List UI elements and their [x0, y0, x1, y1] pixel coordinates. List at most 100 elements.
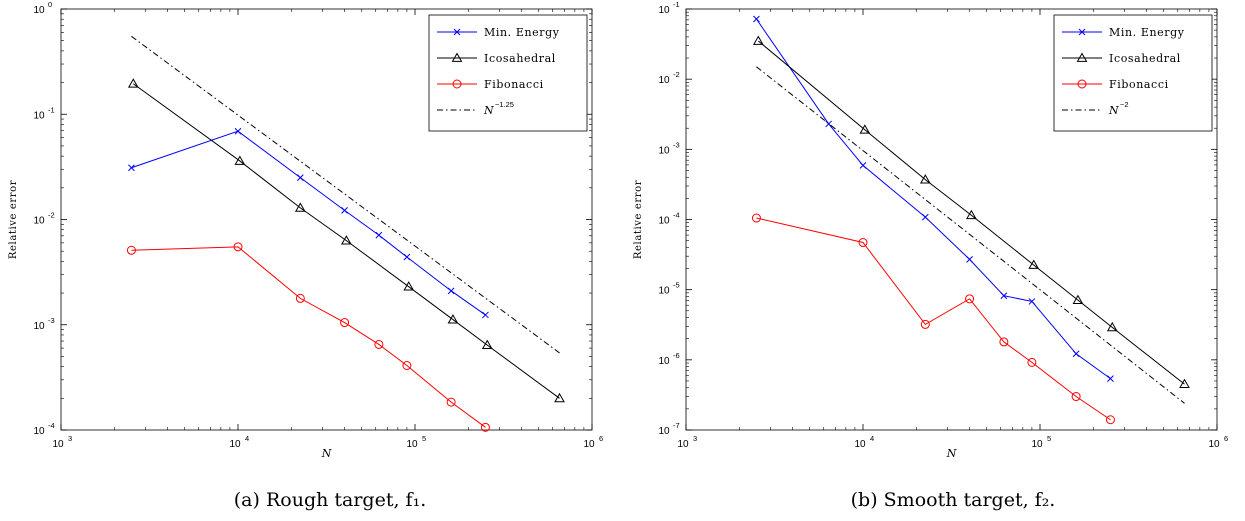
- marker-x: [482, 311, 489, 319]
- series-line: [757, 40, 1185, 385]
- y-tick-exponent: -4: [673, 211, 680, 220]
- marker-circle: [1027, 357, 1037, 367]
- marker-circle: [340, 318, 350, 328]
- y-tick-exponent: -3: [48, 316, 55, 325]
- y-tick-label: 10: [658, 216, 670, 227]
- legend: Min. Energy Icosahedral Fibonacci N −2: [1053, 14, 1213, 132]
- series-1: [753, 15, 1114, 382]
- x-tick-label: 10: [406, 439, 418, 450]
- marker-x: [341, 207, 348, 214]
- marker-triangle: [451, 52, 463, 62]
- marker-circle: [965, 294, 975, 304]
- marker-circle: [920, 319, 930, 329]
- y-tick-label: 10: [33, 321, 45, 332]
- x-tick-label: 10: [854, 439, 866, 450]
- marker-circle: [1071, 392, 1081, 402]
- y-tick-label: 10: [658, 286, 670, 297]
- y-tick-label: 10: [658, 75, 670, 86]
- legend: Min. Energy Icosahedral Fibonacci N −1.25: [428, 14, 588, 132]
- y-tick-exponent: -5: [673, 281, 680, 290]
- series-line: [131, 130, 486, 316]
- y-axis-label: Relative error: [8, 180, 19, 259]
- series-line: [131, 246, 486, 428]
- marker-circle: [452, 79, 462, 89]
- marker-triangle: [859, 124, 871, 134]
- x-tick-exponent: 6: [1224, 434, 1228, 443]
- series-4: [756, 66, 1185, 404]
- legend-label: N: [483, 104, 494, 117]
- marker-x: [453, 28, 461, 36]
- marker-circle: [858, 238, 868, 248]
- marker-x: [234, 127, 242, 135]
- y-tick-label: 10: [658, 356, 670, 367]
- marker-circle: [374, 339, 384, 349]
- y-tick-exponent: -1: [673, 0, 680, 9]
- legend-label: N: [1108, 104, 1119, 117]
- series-line: [131, 35, 560, 354]
- legend-label: Min. Energy: [1109, 26, 1185, 39]
- chart-panel-2: 10310410510610-710-610-510-410-310-210-1…: [633, 0, 1228, 511]
- legend-label: Icosahedral: [1109, 52, 1181, 65]
- x-tick-label: 10: [52, 439, 64, 450]
- marker-circle: [402, 361, 412, 371]
- legend-label: Min. Energy: [484, 26, 560, 39]
- marker-triangle: [447, 314, 459, 324]
- x-tick-exponent: 5: [422, 434, 426, 443]
- marker-circle: [480, 422, 490, 432]
- y-tick-label: 10: [33, 216, 45, 227]
- marker-x: [296, 174, 304, 181]
- series-line: [756, 66, 1185, 404]
- series-4: [131, 35, 560, 354]
- marker-triangle: [341, 235, 352, 245]
- figure-caption: (a) Rough target, f₁.: [234, 489, 426, 511]
- marker-circle: [751, 213, 761, 223]
- legend-label-exponent: −2: [1120, 100, 1129, 109]
- marker-triangle: [1106, 321, 1118, 332]
- x-tick-label: 10: [1208, 439, 1220, 450]
- marker-circle: [233, 242, 243, 252]
- y-tick-label: 10: [658, 5, 670, 16]
- marker-circle: [295, 293, 305, 303]
- series-3: [751, 213, 1115, 425]
- series-2: [127, 78, 565, 403]
- marker-x: [1072, 350, 1080, 358]
- y-tick-label: 10: [33, 426, 45, 437]
- marker-x: [403, 253, 411, 261]
- legend-label: Fibonacci: [1109, 78, 1169, 91]
- y-tick-label: 10: [658, 426, 670, 437]
- marker-triangle: [234, 155, 246, 165]
- y-tick-label: 10: [33, 110, 45, 121]
- marker-circle: [1077, 79, 1087, 89]
- figure-caption: (b) Smooth target, f₂.: [851, 489, 1056, 511]
- marker-x: [447, 287, 455, 295]
- marker-triangle: [919, 174, 931, 184]
- x-tick-exponent: 3: [68, 434, 72, 443]
- marker-circle: [446, 397, 456, 407]
- series-1: [128, 127, 489, 319]
- x-tick-exponent: 6: [599, 434, 603, 443]
- series-line: [133, 83, 560, 399]
- y-tick-label: 10: [33, 5, 45, 16]
- legend-label-exponent: −1.25: [495, 100, 514, 109]
- x-tick-label: 10: [1031, 439, 1043, 450]
- x-tick-label: 10: [229, 439, 241, 450]
- marker-x: [753, 15, 760, 23]
- marker-circle: [126, 245, 136, 255]
- y-tick-exponent: 0: [48, 0, 52, 9]
- marker-triangle: [966, 209, 977, 220]
- x-tick-label: 10: [583, 439, 595, 450]
- legend-label: Icosahedral: [484, 52, 556, 65]
- marker-x: [966, 256, 973, 263]
- y-tick-exponent: -2: [48, 211, 55, 220]
- y-tick-exponent: -4: [48, 421, 55, 430]
- y-tick-exponent: -3: [673, 140, 680, 149]
- marker-x: [921, 213, 929, 221]
- marker-triangle: [1076, 52, 1088, 62]
- y-tick-exponent: -6: [673, 351, 680, 360]
- marker-triangle: [554, 392, 565, 403]
- x-tick-label: 10: [677, 439, 689, 450]
- marker-x: [1078, 28, 1086, 36]
- x-axis-label: N: [321, 447, 332, 460]
- marker-x: [375, 231, 383, 239]
- marker-circle: [999, 337, 1009, 347]
